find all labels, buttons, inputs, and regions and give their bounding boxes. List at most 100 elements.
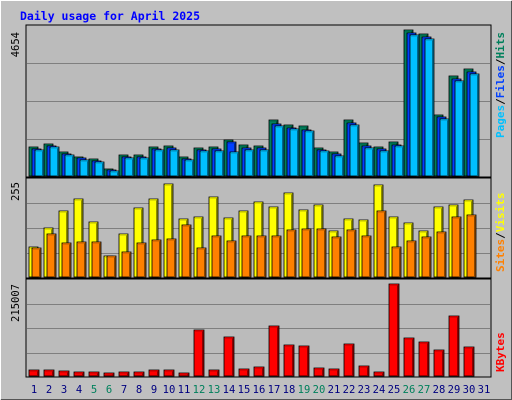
- bar-side-shade: [114, 257, 116, 277]
- bar-top-shade: [291, 129, 298, 131]
- bar-side-shade: [247, 370, 249, 376]
- bar-side-shade: [417, 36, 419, 176]
- day-label-26: 26: [403, 384, 416, 396]
- bar-top-shade: [78, 158, 85, 160]
- legend-text: Sites/Visits: [494, 193, 507, 273]
- bar-top-shade: [156, 150, 163, 152]
- day-label-4: 4: [76, 384, 82, 396]
- bar-side-shade: [99, 243, 101, 277]
- bar-top-shade: [225, 218, 232, 220]
- bar-side-shade: [267, 151, 269, 176]
- bar-top-shade: [45, 228, 52, 230]
- bar-top-shade: [300, 126, 307, 128]
- bar-top-shade: [186, 160, 193, 162]
- bar-top-shade: [105, 373, 113, 375]
- day-label-19: 19: [298, 384, 311, 396]
- bar-side-shade: [192, 161, 194, 176]
- bar-side-shade: [477, 75, 479, 176]
- bar-top-shade: [465, 69, 472, 71]
- bar-top-shade: [195, 330, 203, 332]
- bar-top-shade: [90, 222, 97, 224]
- bar-top-shade: [45, 144, 52, 146]
- bar-top-shade: [48, 234, 55, 236]
- bar-side-shade: [352, 345, 354, 376]
- bar-top-shade: [225, 337, 233, 339]
- bar-top-shade: [150, 370, 158, 372]
- bar-top-shade: [165, 184, 172, 186]
- day-label-1: 1: [31, 384, 37, 396]
- bar-side-shade: [69, 244, 71, 277]
- bar-side-shade: [234, 242, 236, 277]
- bar-top-shade: [75, 199, 82, 201]
- bar-top-shade: [315, 368, 323, 370]
- bar-top-shade: [360, 143, 367, 145]
- bar-top-shade: [255, 367, 263, 369]
- bar-top-shade: [366, 148, 373, 150]
- bar-side-shade: [337, 370, 339, 376]
- bar-side-shade: [204, 249, 206, 277]
- day-label-30: 30: [463, 384, 476, 396]
- legend-entry-visits: Visits: [494, 193, 507, 233]
- bar-side-shade: [279, 237, 281, 277]
- bar-top-shade: [423, 237, 430, 239]
- bar-side-shade: [57, 148, 59, 176]
- bar-side-shade: [67, 372, 69, 376]
- bar-top-shade: [228, 142, 235, 144]
- legend-separator: /: [494, 98, 507, 105]
- bar-top-shade: [426, 39, 433, 41]
- bar-top-shade: [120, 234, 127, 236]
- bar-top-shade: [351, 125, 358, 127]
- day-label-20: 20: [313, 384, 326, 396]
- bar-top-shade: [243, 236, 250, 238]
- day-label-10: 10: [163, 384, 176, 396]
- bar-top-shade: [270, 207, 277, 209]
- bar-top-shade: [438, 232, 445, 234]
- bar-side-shade: [144, 244, 146, 277]
- bar-side-shade: [312, 132, 314, 176]
- bar-top-shade: [360, 366, 368, 368]
- day-label-2: 2: [46, 384, 52, 396]
- bar-side-shade: [372, 149, 374, 176]
- bar-top-shade: [111, 171, 118, 173]
- bar-side-shade: [54, 235, 56, 277]
- bar-top-shade: [468, 215, 475, 217]
- bar-top-shade: [240, 369, 248, 371]
- bar-top-shade: [273, 236, 280, 238]
- bar-top-shade: [273, 124, 280, 126]
- bar-top-shade: [333, 237, 340, 239]
- bar-top-shade: [231, 152, 238, 154]
- bar-top-shade: [378, 211, 385, 213]
- bar-side-shade: [37, 371, 39, 376]
- bar-side-shade: [201, 218, 203, 277]
- bar-top-shade: [405, 30, 412, 32]
- bar-side-shade: [87, 161, 89, 176]
- bar-top-shade: [78, 242, 85, 244]
- bar-top-shade: [396, 146, 403, 148]
- bar-top-shade: [108, 256, 115, 258]
- legend-entry-files: Files: [494, 65, 507, 98]
- bar-side-shade: [324, 230, 326, 277]
- bar-top-shade: [240, 211, 247, 213]
- bar-top-shade: [255, 202, 262, 204]
- day-label-9: 9: [151, 384, 157, 396]
- bar-top-shade: [60, 152, 67, 154]
- bar-top-shade: [420, 34, 427, 36]
- bar-side-shade: [249, 237, 251, 277]
- bar-side-shade: [414, 242, 416, 277]
- bar-side-shade: [382, 373, 384, 376]
- bar-top-shade: [363, 236, 370, 238]
- bar-top-shade: [435, 115, 442, 117]
- bar-side-shade: [174, 240, 176, 277]
- bar-top-shade: [375, 147, 382, 149]
- bar-top-shade: [270, 326, 278, 328]
- bar-side-shade: [112, 374, 114, 376]
- bar-top-shade: [453, 217, 460, 219]
- bar-top-shade: [390, 284, 398, 286]
- bar-top-shade: [60, 211, 67, 213]
- bar-top-shade: [171, 150, 178, 152]
- bar-top-shade: [66, 155, 73, 157]
- bar-top-shade: [141, 158, 148, 160]
- chart-title: Daily usage for April 2025: [20, 9, 200, 23]
- bar-top-shade: [258, 148, 265, 150]
